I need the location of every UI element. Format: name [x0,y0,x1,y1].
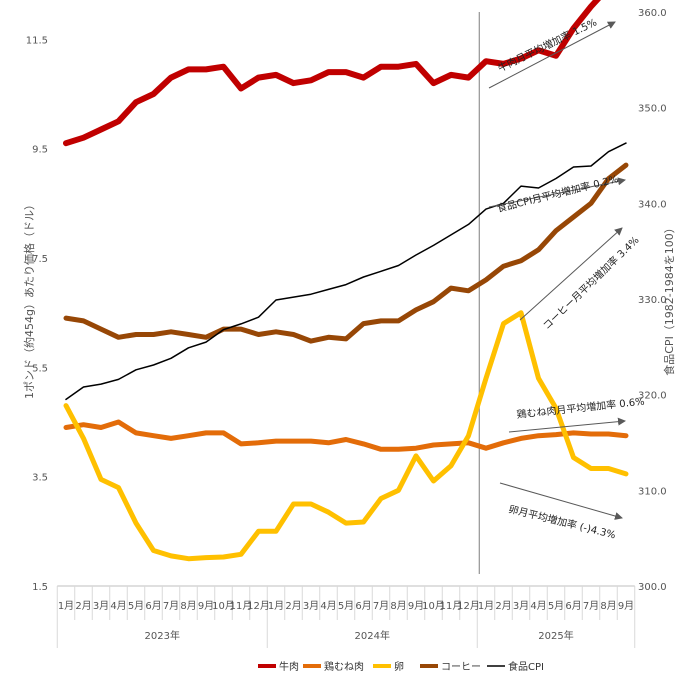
legend-entry-label: 鶏むね肉 [324,660,364,673]
annotation-text: 牛肉月平均増加率 1.5% [496,15,599,74]
y-left-tick-label: 7.5 [32,254,48,265]
x-tick-label: 5月 [128,600,144,612]
x-tick-label: 2月 [495,600,511,612]
annotation-text: 鶏むね肉月平均増加率 0.6% [516,395,645,421]
y-left-tick-label: 5.5 [32,363,48,374]
x-tick-label: 10月 [422,600,445,612]
x-tick-label: 2月 [75,600,91,612]
x-tick-label: 2月 [285,600,301,612]
x-tick-label: 1月 [268,600,284,612]
annotation-arrow [488,21,616,89]
x-tick-label: 9月 [408,600,424,612]
x-tick-label: 9月 [198,600,214,612]
x-tick-label: 4月 [530,600,546,612]
y-right-tick-label: 350.0 [638,104,667,115]
series-line-コーヒー [63,162,629,344]
annotations: 牛肉月平均増加率 1.5%食品CPI月平均増加率 0.2%コーヒー月平均増加率 … [488,15,645,542]
x-tick-label: 8月 [180,600,196,612]
x-tick-label: 4月 [110,600,126,612]
x-tick-label: 4月 [320,600,336,612]
x-year-label: 2025年 [538,629,573,642]
x-tick-label: 12月 [247,600,270,612]
series-line-牛肉 [63,0,602,147]
x-year-label: 2023年 [145,629,180,642]
series-line-卵 [63,310,629,562]
y-right-tick-label: 310.0 [638,486,667,497]
annotation-text: 卵月平均増加率 (-)4.3% [507,502,617,541]
x-tick-label: 1月 [478,600,494,612]
annotation-arrow [519,227,623,321]
x-tick-label: 3月 [513,600,529,612]
legend: 牛肉 鶏むね肉 卵 コーヒー 食品CPI [258,660,544,673]
series-line-食品CPI [65,142,627,401]
x-tick-label: 3月 [303,600,319,612]
legend-entry-label: コーヒー [441,661,481,673]
annotation-arrow [488,177,626,208]
y-right-tick-label: 300.0 [638,582,667,593]
x-tick-label: 6月 [145,600,161,612]
legend-entry-label: 食品CPI [508,660,544,673]
x-tick-label: 8月 [600,600,616,612]
y-right-tick-label: 330.0 [638,295,667,306]
x-tick-label: 7月 [583,600,599,612]
legend-entry-label: 卵 [394,661,404,673]
x-tick-label: 7月 [373,600,389,612]
annotation-arrow [508,417,626,433]
series-lines [63,0,629,562]
y-right-axis-title: 食品CPI（1982-1984を100） [662,222,676,376]
x-tick-label: 12月 [457,600,480,612]
x-tick-label: 8月 [390,600,406,612]
x-tick-label: 6月 [355,600,371,612]
x-tick-label: 11月 [440,600,463,612]
legend-entry-label: 牛肉 [279,660,299,673]
x-tick-label: 5月 [548,600,564,612]
x-tick-label: 7月 [163,600,179,612]
x-tick-label: 6月 [565,600,581,612]
y-left-tick-label: 9.5 [32,145,48,156]
x-tick-label: 9月 [618,600,634,612]
y-left-tick-label: 1.5 [32,582,48,593]
y-left-axis-title: 1ポンド（約454g）あたり価格（ドル） [22,199,36,399]
x-tick-label: 11月 [230,600,253,612]
y-left-tick-label: 11.5 [26,35,48,46]
annotation-text: コーヒー月平均増加率 3.4% [540,233,642,332]
x-tick-label: 1月 [58,600,74,612]
y-right-tick-label: 360.0 [638,8,667,19]
y-left-tick-label: 3.5 [32,473,48,484]
x-tick-label: 5月 [338,600,354,612]
axes: 1.5 3.5 5.5 7.5 9.5 11.5 300.0 310.0 320.0 330.0 3… [22,8,676,648]
series-line-鶏むね肉 [63,419,629,452]
x-tick-label: 3月 [93,600,109,612]
y-right-tick-label: 340.0 [638,199,667,210]
annotation-arrow [499,482,623,520]
x-year-label: 2024年 [355,629,390,642]
x-tick-label: 10月 [212,600,235,612]
y-right-tick-label: 320.0 [638,391,667,402]
